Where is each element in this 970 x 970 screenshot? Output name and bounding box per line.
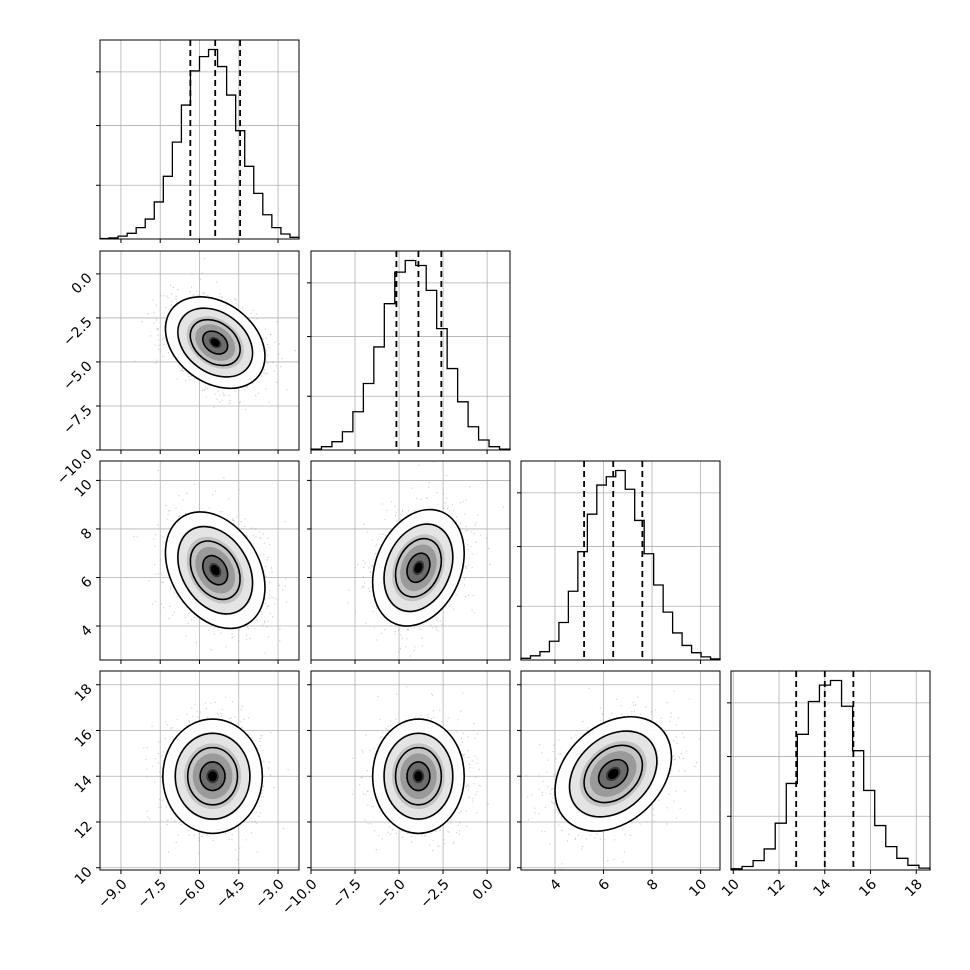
- histogram-step: [99, 48, 300, 240]
- x-tick-label: 18: [902, 876, 926, 900]
- histogram-panel-2: [517, 460, 721, 661]
- axes-frame: [310, 460, 511, 661]
- density-peak: [210, 564, 220, 576]
- contour-line: [597, 758, 629, 790]
- density-peak: [414, 562, 423, 574]
- scatter-panel-2-0: [99, 460, 300, 661]
- histogram-panel-0: [96, 39, 300, 240]
- histogram-panel-3: [727, 670, 931, 871]
- histogram-step: [310, 259, 511, 450]
- x-tick-label: −9.0: [95, 876, 130, 911]
- scatter-panel-3-2: [520, 670, 721, 871]
- axes-frame: [520, 460, 721, 661]
- contour-line: [201, 330, 229, 355]
- contour-line: [383, 732, 454, 820]
- histogram-panel-1: [307, 250, 511, 451]
- y-tick-label: 10: [72, 864, 96, 888]
- y-tick-label: −10.0: [54, 446, 96, 488]
- contour-line: [189, 540, 241, 601]
- x-tick-label: −5.0: [373, 876, 408, 911]
- contour-line: [186, 746, 239, 806]
- x-tick-label: 10: [719, 876, 743, 900]
- x-tick-label: 16: [856, 876, 880, 900]
- x-tick-label: 10: [686, 876, 710, 900]
- contour-line: [201, 554, 229, 586]
- x-tick-label: −7.5: [135, 876, 170, 911]
- axes-frame: [310, 250, 511, 451]
- contour-line: [164, 511, 266, 630]
- y-tick-label: 14: [72, 773, 96, 797]
- contour-line: [554, 715, 673, 832]
- contour-line: [406, 552, 431, 584]
- contour-line: [583, 744, 644, 804]
- y-tick-label: −7.5: [60, 402, 95, 437]
- contour-line: [189, 318, 241, 367]
- contour-line: [383, 523, 454, 613]
- x-tick-label: −4.5: [213, 876, 248, 911]
- x-tick-label: 6: [596, 876, 614, 894]
- y-tick-label: −2.5: [60, 314, 95, 349]
- x-tick-label: 8: [644, 876, 662, 894]
- contour-line: [177, 307, 254, 378]
- y-tick-label: −5.0: [60, 358, 95, 393]
- density-peak: [210, 338, 220, 347]
- x-tick-label: −7.5: [329, 876, 364, 911]
- y-tick-label: 12: [72, 818, 96, 842]
- contour-line: [174, 732, 251, 820]
- density-peak: [414, 771, 423, 782]
- y-tick-label: 0.0: [69, 270, 96, 297]
- x-tick-label: 14: [811, 876, 835, 900]
- y-tick-label: 18: [72, 681, 96, 705]
- scatter-panel-3-0: [99, 670, 300, 871]
- scatter-panel-1-0: [99, 250, 300, 451]
- contour-line: [394, 746, 443, 806]
- axes-frame: [730, 670, 931, 871]
- contour-line: [177, 525, 254, 615]
- density-peak: [208, 771, 218, 782]
- contour-line: [162, 718, 264, 835]
- contour-line: [394, 537, 443, 598]
- scatter-panel-3-1: [310, 670, 511, 871]
- x-tick-label: −6.0: [174, 876, 209, 911]
- contour-line: [199, 761, 226, 792]
- contour-line: [371, 718, 466, 835]
- x-tick-label: −10.0: [279, 876, 321, 918]
- x-tick-label: 4: [547, 876, 565, 894]
- y-tick-label: 10: [72, 477, 96, 501]
- axes-frame: [310, 670, 511, 871]
- y-tick-label: 6: [78, 574, 96, 592]
- density-peak: [607, 768, 619, 780]
- contour-line: [164, 295, 266, 390]
- contour-line: [371, 508, 466, 627]
- x-tick-label: 12: [765, 876, 789, 900]
- scatter-panel-2-1: [310, 460, 511, 661]
- y-tick-label: 8: [78, 525, 96, 543]
- contour-line: [406, 761, 431, 792]
- histogram-step: [730, 679, 931, 870]
- y-tick-label: 16: [72, 727, 96, 751]
- x-tick-label: 0.0: [470, 876, 497, 903]
- contour-line: [568, 730, 658, 818]
- y-tick-label: 4: [78, 622, 96, 640]
- axes-frame: [520, 670, 721, 871]
- x-tick-label: −2.5: [417, 876, 452, 911]
- histogram-step: [520, 469, 721, 660]
